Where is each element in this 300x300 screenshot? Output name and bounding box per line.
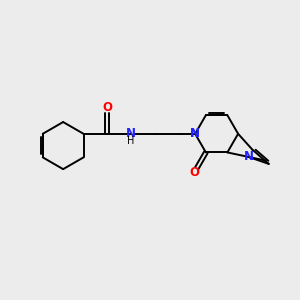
Text: O: O: [102, 101, 112, 114]
Text: H: H: [127, 136, 135, 146]
Text: O: O: [189, 166, 199, 179]
Text: N: N: [190, 127, 200, 140]
Text: N: N: [243, 150, 254, 164]
Text: N: N: [126, 127, 136, 140]
Text: N: N: [190, 127, 200, 140]
